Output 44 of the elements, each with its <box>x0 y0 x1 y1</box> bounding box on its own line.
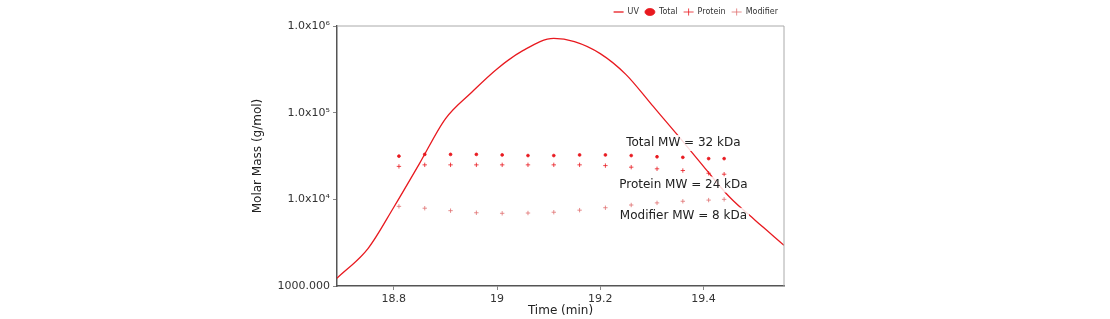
point <box>525 162 531 168</box>
legend-label: Protein <box>697 7 726 17</box>
point <box>447 208 454 214</box>
x-tick-label: 18.8 <box>381 292 407 306</box>
point <box>721 171 727 177</box>
point <box>628 202 634 208</box>
point <box>396 203 402 209</box>
point <box>680 167 686 174</box>
point <box>473 210 479 216</box>
point <box>422 162 428 168</box>
x-tick-label: 19 <box>490 292 505 306</box>
y-tick-label: 1.0x10⁵ <box>287 105 330 119</box>
point <box>499 210 505 216</box>
x-tick-label: 19.4 <box>691 292 716 306</box>
point <box>602 205 609 211</box>
legend-label: Modifier <box>745 7 779 17</box>
point <box>473 162 479 168</box>
point <box>525 210 531 216</box>
point <box>654 200 660 206</box>
point <box>706 197 712 203</box>
point <box>602 163 609 169</box>
point <box>422 205 428 211</box>
legend-label: Total <box>657 7 678 17</box>
point <box>577 207 583 213</box>
y-tick-label: 1000.000 <box>277 278 330 292</box>
x-axis-title: Time (min) <box>526 302 594 317</box>
annotation: Modifier MW = 8 kDa <box>619 207 748 222</box>
point <box>654 166 660 172</box>
point <box>628 164 634 170</box>
point <box>396 163 402 169</box>
annotation: Total MW = 32 kDa <box>625 135 741 150</box>
y-axis-title: Molar Mass (g/mol) <box>250 98 265 214</box>
point <box>577 162 583 168</box>
point <box>447 162 454 168</box>
y-tick-label: 1.0x10⁴ <box>287 192 331 206</box>
annotation: Protein MW = 24 kDa <box>619 176 748 191</box>
y-tick-label: 1.0x10⁶ <box>287 18 331 32</box>
point <box>551 162 557 168</box>
point <box>551 209 557 215</box>
line-series <box>337 37 784 279</box>
point <box>721 196 727 202</box>
legend-label: UV <box>627 7 640 17</box>
point <box>680 198 686 204</box>
point <box>499 162 505 168</box>
